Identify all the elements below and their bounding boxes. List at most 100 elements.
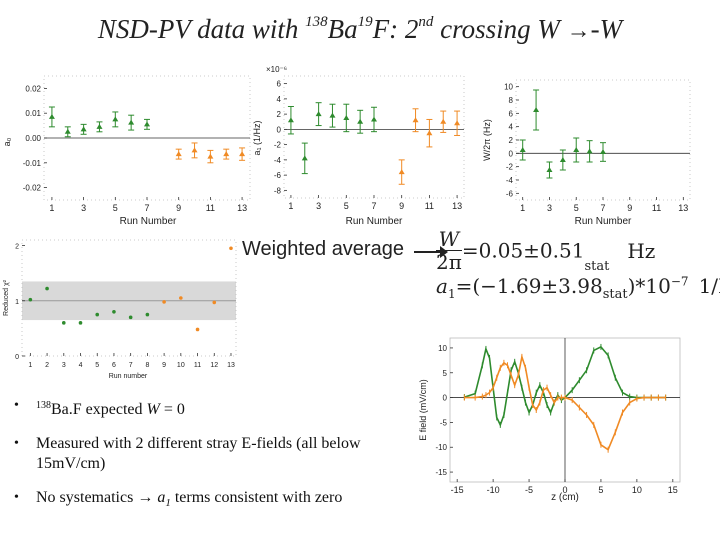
y-tick-label: 10 (438, 344, 447, 353)
data-point-green (112, 116, 119, 122)
y-tick-label: 6 (277, 80, 282, 89)
y-tick-label: 0 (15, 354, 19, 361)
y-tick-label: 0 (509, 149, 514, 158)
x-tick-label: 0 (562, 485, 567, 495)
formula-unit: 1/Hz (698, 274, 720, 298)
y-tick-label: 4 (277, 95, 282, 104)
formula-subscript: 1 (447, 287, 456, 301)
y-axis-label: Reduced χ² (3, 279, 10, 316)
data-point-orange (223, 151, 230, 157)
formula-denominator: 2π (436, 250, 462, 274)
data-point-orange (191, 147, 198, 153)
bullet-subscript: 1 (165, 497, 171, 510)
x-tick-label: 6 (112, 362, 116, 369)
title-isotope-mass: 19 (357, 14, 373, 30)
data-point-green (586, 148, 593, 154)
x-tick-label: 3 (547, 203, 552, 213)
x-tick-label: 11 (425, 201, 434, 211)
y-tick-label: 0.00 (25, 134, 41, 143)
y-tick-label: 0.01 (25, 109, 41, 118)
formula-subscript: stat (584, 259, 610, 274)
x-axis-label: Run Number (346, 216, 403, 227)
formula-symbol: a (436, 274, 448, 298)
plot-frame (21, 239, 237, 357)
formula-multiplier: )*10 (627, 274, 671, 298)
data-point-green (357, 118, 364, 124)
y-tick-label: 0 (443, 394, 448, 403)
x-tick-label: 5 (344, 201, 349, 211)
data-point-orange (426, 130, 433, 136)
data-point-green (519, 147, 526, 152)
data-point-green (546, 167, 553, 172)
x-tick-label: 3 (62, 362, 66, 369)
data-point-green (45, 286, 49, 291)
bullet-icon: • (14, 490, 19, 505)
x-tick-label: 8 (145, 362, 149, 369)
formula-w: W 2π =0.05±0.51stat Hz (436, 228, 655, 274)
y-tick-label: -5 (440, 418, 448, 427)
x-tick-label: 7 (371, 201, 376, 211)
data-point-green (95, 312, 100, 317)
arrow-icon: → (566, 18, 591, 44)
title-isotope-mass: 138 (305, 14, 328, 30)
data-point-green (559, 157, 566, 162)
slide-title: NSD-PV data with 138Ba19F: 2nd crossing … (0, 14, 720, 45)
data-point-orange (398, 169, 405, 175)
x-axis-label: Run number (109, 373, 148, 380)
x-tick-label: 11 (206, 203, 215, 213)
formula-numerator: W (436, 228, 462, 251)
data-point-orange (207, 153, 214, 159)
x-tick-label: 1 (28, 362, 32, 369)
data-point-orange (212, 300, 217, 305)
x-tick-label: 13 (227, 362, 235, 369)
data-point-green (287, 117, 294, 123)
x-tick-label: 5 (95, 362, 99, 369)
y-tick-label: 1 (15, 299, 19, 306)
data-point-green (573, 147, 580, 152)
arrow-icon (414, 246, 448, 258)
y-tick-label: -2 (274, 141, 282, 150)
data-point-green (96, 123, 103, 129)
data-point-green (144, 121, 150, 127)
x-tick-label: -10 (487, 485, 500, 495)
data-point-green (315, 111, 322, 117)
data-point-green (301, 155, 308, 161)
y-axis-label: W/2π (Hz) (482, 119, 492, 161)
x-tick-label: 9 (162, 362, 166, 369)
y-tick-label: -0.01 (23, 159, 42, 168)
x-tick-label: 11 (652, 203, 661, 213)
y-tick-label: -0.02 (23, 184, 42, 193)
title-ordinal: nd (418, 14, 434, 30)
x-tick-label: 7 (129, 362, 133, 369)
formula-value: =(−1.69±3.98 (455, 274, 603, 298)
bullet-symbol: W (146, 401, 160, 418)
x-tick-label: 3 (316, 201, 321, 211)
bullet-symbol: a (157, 489, 166, 506)
bullet-icon: • (14, 398, 19, 413)
x-tick-label: 13 (237, 203, 247, 213)
x-tick-label: 15 (668, 485, 678, 495)
x-tick-label: 7 (144, 203, 149, 213)
chart-e-field: -15 -10 -5 0 5 10 15 10 5 0 -5 -10 -15 z (cm) E field … (418, 337, 681, 502)
title-part: Ba (327, 14, 358, 44)
data-point-green (371, 116, 377, 122)
axis-scale-label: ×10⁻⁶ (266, 65, 287, 74)
x-tick-label: 4 (79, 362, 83, 369)
x-axis-label: z (cm) (551, 492, 579, 502)
data-point-orange (195, 327, 200, 332)
y-tick-label: -6 (506, 189, 514, 198)
bullet-text: Ba.F expected (51, 401, 147, 418)
data-point-green (64, 128, 71, 134)
data-point-green (600, 149, 606, 154)
x-tick-label: -15 (451, 485, 464, 495)
bullet-text: Measured with 2 different stray E-fields… (36, 435, 361, 472)
data-point-green (128, 119, 135, 125)
bullet-text: No systematics (36, 489, 138, 506)
series-line-orange (464, 353, 666, 451)
x-tick-label: 1 (288, 201, 293, 211)
x-tick-label: 10 (632, 485, 642, 495)
x-tick-label: 13 (452, 201, 462, 211)
y-tick-label: 0 (277, 125, 282, 134)
data-point-green (28, 297, 33, 302)
